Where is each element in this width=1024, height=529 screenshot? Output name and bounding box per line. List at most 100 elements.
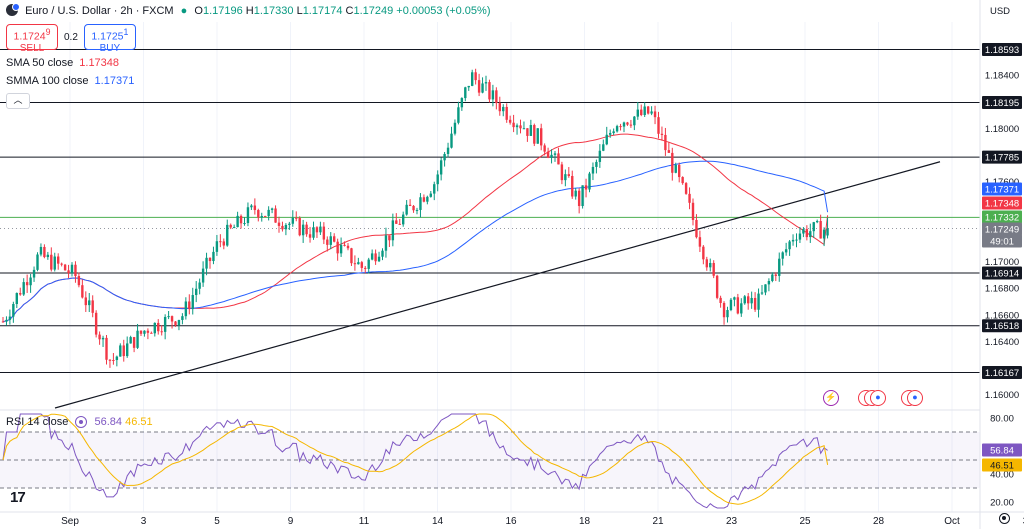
settings-icon[interactable]: [999, 513, 1010, 524]
candle: [767, 278, 771, 292]
candle-body: [471, 72, 474, 86]
candle-body: [560, 164, 564, 181]
candle-body: [36, 254, 39, 270]
flag-event-icon[interactable]: ●: [907, 390, 923, 406]
candle: [36, 252, 39, 272]
candle: [402, 211, 405, 227]
flag-event-icon[interactable]: ●: [870, 390, 886, 406]
collapse-legend-button[interactable]: ︿: [6, 93, 30, 109]
candle: [195, 281, 198, 303]
candle-body: [816, 220, 819, 223]
time-tick-label: 3: [141, 516, 147, 527]
candle-body: [446, 147, 450, 154]
candle-body: [457, 107, 460, 123]
price-badge-bg: [982, 266, 1022, 280]
candle-body: [353, 263, 357, 265]
candle: [336, 238, 339, 261]
candle-body: [270, 208, 274, 210]
candle: [657, 111, 660, 139]
candle: [736, 293, 740, 315]
candle-body: [564, 174, 567, 181]
candle: [184, 297, 188, 320]
price-badge-label: 1.18593: [985, 45, 1019, 56]
candle: [474, 68, 477, 85]
spread-value: 0.2: [64, 31, 78, 43]
candle-body: [112, 359, 115, 361]
candle-body: [101, 337, 105, 340]
candle: [550, 149, 553, 164]
candle: [522, 121, 526, 130]
candle: [574, 187, 577, 200]
tradingview-logo[interactable]: 17: [10, 489, 26, 506]
buy-button[interactable]: 1.17251 BUY: [83, 24, 136, 54]
price-badge-label: 1.16914: [985, 269, 1019, 280]
candle: [774, 272, 777, 282]
price-badges: 1.18593 1.18195 1.17785 1.17371 1.17348 1.173…: [982, 43, 1022, 472]
candle-body: [305, 224, 308, 235]
candle: [298, 216, 301, 237]
candle: [370, 249, 374, 261]
candle-body: [208, 257, 212, 262]
candle: [502, 104, 505, 117]
candle-body: [388, 235, 391, 241]
candle-body: [619, 126, 622, 128]
candle: [795, 233, 798, 248]
candle: [422, 194, 426, 203]
rsi-legend[interactable]: RSI 14 close 56.84 46.51: [6, 416, 153, 428]
candle: [94, 310, 98, 338]
candle: [357, 257, 360, 265]
candle: [105, 335, 108, 365]
candle-body: [684, 183, 688, 194]
close-value: 1.17249: [353, 5, 394, 17]
candle: [436, 170, 439, 192]
trade-panel: 1.17249 SELL 0.2 1.17251 BUY: [6, 24, 136, 54]
currency-selector[interactable]: USD: [989, 6, 1011, 17]
candle-body: [791, 239, 795, 242]
moving-averages: [2, 133, 829, 323]
smma100-legend[interactable]: SMMA 100 close 1.17371: [6, 75, 135, 87]
lightning-event-icon[interactable]: ⚡: [823, 390, 839, 406]
candle-body: [715, 275, 719, 298]
rsi-settings-icon[interactable]: [75, 416, 88, 428]
candle: [498, 96, 501, 116]
candle: [702, 245, 705, 265]
candle: [753, 292, 757, 312]
candle: [374, 249, 377, 265]
candle: [729, 298, 733, 312]
candle: [429, 190, 432, 198]
rsi-ma-line: [2, 413, 829, 505]
candle-body: [115, 356, 119, 361]
candle: [481, 77, 484, 94]
candle: [43, 244, 46, 259]
time-tick-label: Sep: [61, 516, 79, 527]
candle: [281, 221, 284, 232]
candle: [226, 219, 229, 247]
candle: [388, 235, 391, 248]
candle-body: [74, 264, 77, 277]
sell-button[interactable]: 1.17249 SELL: [6, 24, 58, 54]
candle: [319, 221, 322, 235]
candle: [333, 233, 336, 243]
candle: [419, 193, 422, 218]
price-badge: 1.17371: [982, 182, 1022, 196]
candle: [395, 213, 398, 224]
candle-body: [519, 125, 522, 129]
candle: [612, 128, 615, 136]
candle: [277, 216, 281, 233]
candle: [181, 313, 184, 325]
candle-body: [678, 164, 681, 178]
candle: [119, 343, 122, 357]
symbol-title[interactable]: Euro / U.S. Dollar · 2h · FXCM: [25, 5, 174, 17]
candle: [715, 274, 719, 300]
candle: [443, 151, 446, 167]
candle-body: [236, 215, 239, 228]
sma50-legend[interactable]: SMA 50 close 1.17348: [6, 57, 120, 69]
price-badge-bg: [982, 150, 1022, 164]
candle-body: [57, 256, 60, 264]
candle-body: [333, 236, 336, 242]
candle: [591, 162, 595, 181]
candle-body: [374, 253, 377, 262]
candle: [805, 225, 809, 241]
candle: [826, 217, 829, 239]
